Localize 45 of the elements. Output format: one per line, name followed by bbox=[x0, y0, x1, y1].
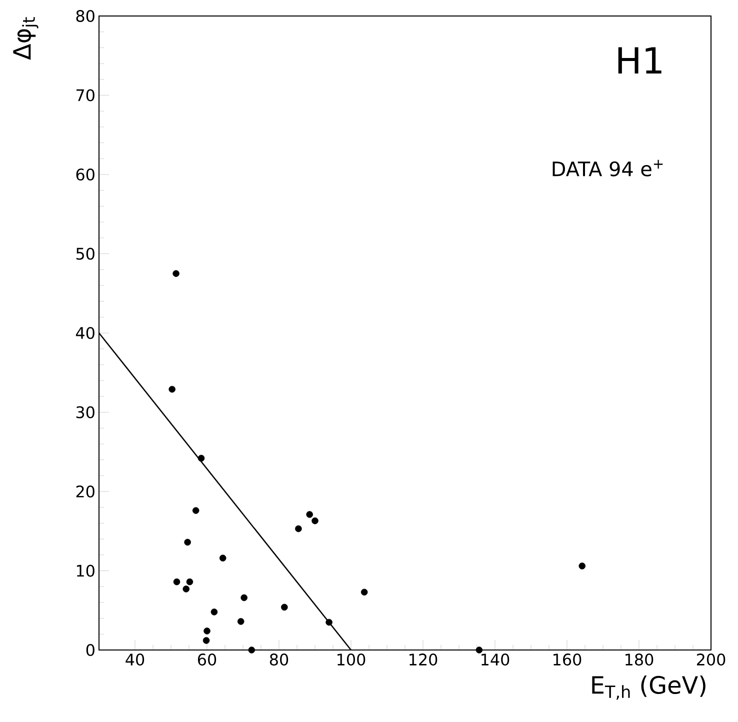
y-tick-label: 50 bbox=[76, 248, 94, 260]
x-tick-label: 180 bbox=[626, 654, 654, 666]
x-tick-label: 140 bbox=[482, 654, 510, 666]
y-tick-label: 0 bbox=[86, 644, 94, 656]
point bbox=[173, 578, 180, 586]
y-tick-label: 60 bbox=[76, 168, 94, 181]
point bbox=[210, 608, 218, 616]
point bbox=[182, 586, 190, 592]
point bbox=[172, 270, 180, 277]
point bbox=[219, 554, 226, 562]
point bbox=[186, 578, 194, 586]
point bbox=[312, 517, 318, 524]
point bbox=[248, 646, 256, 654]
point bbox=[168, 386, 176, 393]
point bbox=[202, 637, 210, 644]
x-tick-label: 60 bbox=[198, 654, 216, 666]
point bbox=[281, 604, 288, 611]
point bbox=[578, 562, 586, 570]
x-tick-label: 100 bbox=[338, 654, 366, 666]
x-tick-label: 120 bbox=[410, 654, 438, 666]
point bbox=[240, 594, 248, 602]
point bbox=[326, 618, 332, 626]
point bbox=[237, 618, 244, 625]
y-tick-label: 20 bbox=[76, 485, 94, 498]
x-tick-label: 40 bbox=[126, 654, 144, 666]
y-tick-label: 70 bbox=[76, 89, 94, 102]
point bbox=[192, 507, 200, 514]
annotation: DATA 94 e$^{+}$ bbox=[552, 160, 663, 176]
x-tick-label: 160 bbox=[554, 654, 582, 666]
point bbox=[184, 538, 191, 546]
point bbox=[204, 628, 210, 634]
annotation: H1 bbox=[618, 47, 662, 74]
point bbox=[476, 646, 483, 654]
y-axis-title: Δφ$_{jt}$ bbox=[13, 17, 38, 60]
y-tick-label: 10 bbox=[76, 564, 94, 577]
y-tick-label: 40 bbox=[76, 326, 94, 340]
point bbox=[306, 511, 313, 518]
y-tick-label: 80 bbox=[76, 10, 94, 22]
point bbox=[295, 525, 302, 532]
point bbox=[360, 588, 368, 596]
y-tick-label: 30 bbox=[76, 406, 94, 418]
point bbox=[198, 454, 205, 462]
x-tick-label: 200 bbox=[696, 654, 726, 666]
x-axis-title: E$_{T,h}$ (GeV) bbox=[592, 676, 706, 700]
x-tick-label: 80 bbox=[270, 654, 288, 666]
